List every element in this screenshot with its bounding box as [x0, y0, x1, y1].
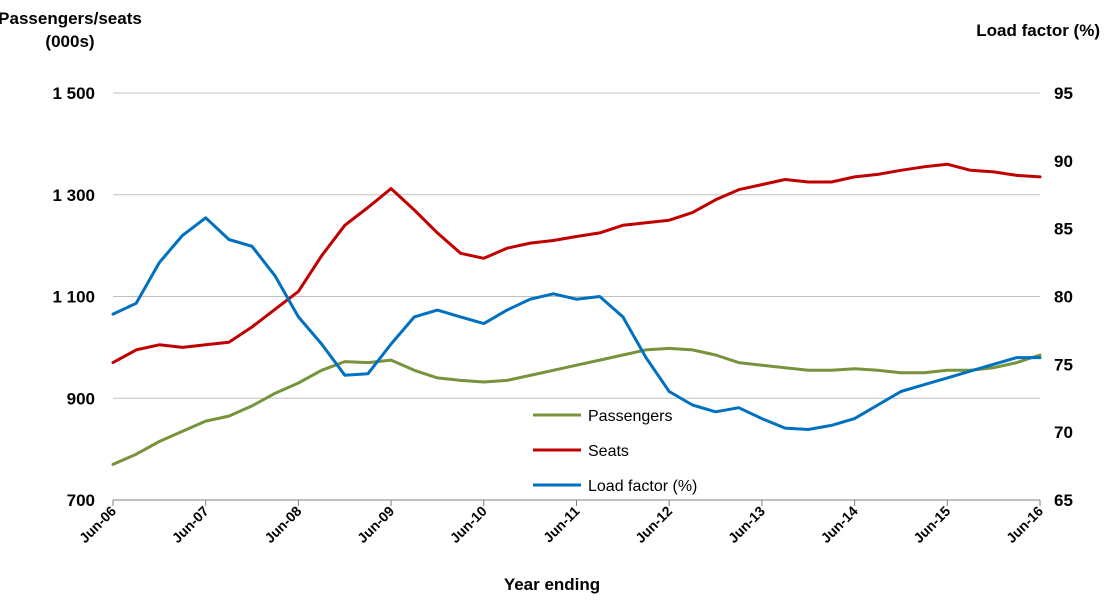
- y-right-tick-label: 95: [1054, 84, 1073, 103]
- y-left-tick-labels: 700 900 1 100 1 300 1 500: [52, 84, 95, 510]
- y-right-tick-label: 80: [1054, 288, 1073, 307]
- y-left-axis-title-line2: (000s): [45, 32, 94, 51]
- x-tick-label: Jun-07: [169, 503, 212, 546]
- x-tick-label: Jun-12: [632, 503, 675, 546]
- legend: Passengers Seats Load factor (%): [533, 408, 697, 495]
- legend-label-load-factor: Load factor (%): [588, 478, 697, 495]
- y-left-axis-title-line1: Passengers/seats: [0, 9, 142, 28]
- y-right-tick-label: 70: [1054, 423, 1073, 442]
- x-tick-label: Jun-10: [447, 503, 490, 546]
- legend-label-passengers: Passengers: [588, 408, 673, 425]
- y-left-tick-label: 700: [67, 491, 95, 510]
- y-right-tick-labels: 65 70 75 80 85 90 95: [1054, 84, 1073, 510]
- x-tick-label: Jun-14: [817, 503, 860, 546]
- axes: [112, 499, 1041, 506]
- y-right-tick-label: 75: [1054, 355, 1073, 374]
- y-left-tick-label: 900: [67, 389, 95, 408]
- series-line-load-factor: [111, 216, 1042, 431]
- y-right-tick-label: 85: [1054, 220, 1073, 239]
- x-tick-label: Jun-09: [354, 503, 397, 546]
- y-left-tick-label: 1 500: [52, 84, 95, 103]
- y-right-tick-label: 90: [1054, 152, 1073, 171]
- series-line-seats: [111, 162, 1042, 365]
- legend-label-seats: Seats: [588, 443, 629, 460]
- x-tick-label: Jun-16: [1003, 503, 1046, 546]
- y-right-tick-label: 65: [1054, 491, 1073, 510]
- x-tick-label: Jun-13: [725, 503, 768, 546]
- series-line-passengers: [111, 346, 1042, 466]
- x-tick-label: Jun-11: [540, 503, 583, 546]
- y-left-tick-label: 1 100: [52, 288, 95, 307]
- y-right-axis-title: Load factor (%): [976, 21, 1100, 40]
- x-tick-labels: Jun-06 Jun-07 Jun-08 Jun-09 Jun-10 Jun-11 Jun-…: [76, 503, 1046, 546]
- y-left-tick-label: 1 300: [52, 186, 95, 205]
- x-tick-label: Jun-08: [261, 503, 304, 546]
- series-lines: [111, 162, 1042, 466]
- x-axis-title: Year ending: [504, 575, 600, 594]
- gridlines: [113, 92, 1040, 399]
- x-tick-label: Jun-15: [910, 503, 953, 546]
